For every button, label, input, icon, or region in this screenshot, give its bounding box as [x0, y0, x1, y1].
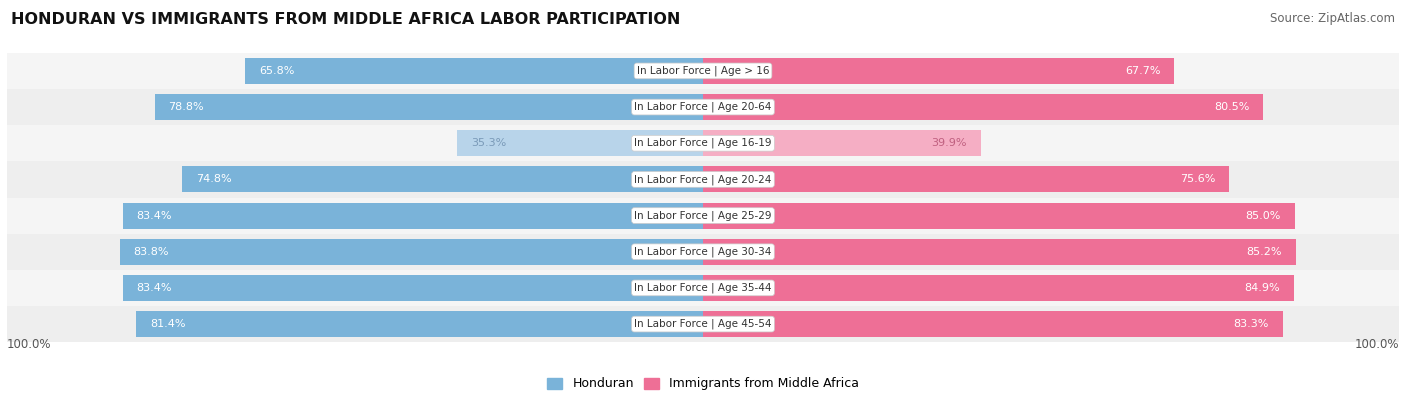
Bar — [122, 203, 703, 229]
Bar — [703, 58, 1174, 84]
Text: 74.8%: 74.8% — [197, 175, 232, 184]
Text: 100.0%: 100.0% — [1354, 338, 1399, 351]
Bar — [7, 270, 1399, 306]
Bar — [703, 239, 1296, 265]
Legend: Honduran, Immigrants from Middle Africa: Honduran, Immigrants from Middle Africa — [543, 372, 863, 395]
Bar — [703, 166, 1229, 192]
Bar — [7, 125, 1399, 161]
Bar — [7, 198, 1399, 234]
Bar — [120, 239, 703, 265]
Bar — [7, 53, 1399, 89]
Bar — [703, 275, 1294, 301]
Bar — [7, 234, 1399, 270]
Bar — [183, 166, 703, 192]
Text: 39.9%: 39.9% — [931, 138, 967, 148]
Bar — [457, 130, 703, 156]
Text: 81.4%: 81.4% — [150, 319, 186, 329]
Text: Source: ZipAtlas.com: Source: ZipAtlas.com — [1270, 12, 1395, 25]
Text: 80.5%: 80.5% — [1213, 102, 1250, 112]
Bar — [122, 275, 703, 301]
Text: 100.0%: 100.0% — [7, 338, 52, 351]
Text: 75.6%: 75.6% — [1180, 175, 1215, 184]
Text: In Labor Force | Age 35-44: In Labor Force | Age 35-44 — [634, 283, 772, 293]
Text: 67.7%: 67.7% — [1125, 66, 1160, 76]
Bar — [7, 306, 1399, 342]
Text: In Labor Force | Age 16-19: In Labor Force | Age 16-19 — [634, 138, 772, 149]
Text: 83.8%: 83.8% — [134, 247, 169, 257]
Text: In Labor Force | Age 25-29: In Labor Force | Age 25-29 — [634, 210, 772, 221]
Text: 83.4%: 83.4% — [136, 211, 172, 220]
Text: 84.9%: 84.9% — [1244, 283, 1279, 293]
Text: In Labor Force | Age 45-54: In Labor Force | Age 45-54 — [634, 319, 772, 329]
Bar — [136, 311, 703, 337]
Text: 35.3%: 35.3% — [471, 138, 506, 148]
Bar — [703, 130, 981, 156]
Bar — [703, 203, 1295, 229]
Text: 83.3%: 83.3% — [1233, 319, 1268, 329]
Bar — [7, 89, 1399, 125]
Text: HONDURAN VS IMMIGRANTS FROM MIDDLE AFRICA LABOR PARTICIPATION: HONDURAN VS IMMIGRANTS FROM MIDDLE AFRIC… — [11, 12, 681, 27]
Text: 78.8%: 78.8% — [169, 102, 204, 112]
Bar — [703, 94, 1263, 120]
Text: 85.0%: 85.0% — [1246, 211, 1281, 220]
Text: In Labor Force | Age 20-64: In Labor Force | Age 20-64 — [634, 102, 772, 112]
Bar — [703, 311, 1282, 337]
Text: In Labor Force | Age 30-34: In Labor Force | Age 30-34 — [634, 246, 772, 257]
Bar — [7, 161, 1399, 198]
Bar — [245, 58, 703, 84]
Text: In Labor Force | Age > 16: In Labor Force | Age > 16 — [637, 66, 769, 76]
Text: 85.2%: 85.2% — [1247, 247, 1282, 257]
Bar — [155, 94, 703, 120]
Text: 83.4%: 83.4% — [136, 283, 172, 293]
Text: 65.8%: 65.8% — [259, 66, 294, 76]
Text: In Labor Force | Age 20-24: In Labor Force | Age 20-24 — [634, 174, 772, 185]
